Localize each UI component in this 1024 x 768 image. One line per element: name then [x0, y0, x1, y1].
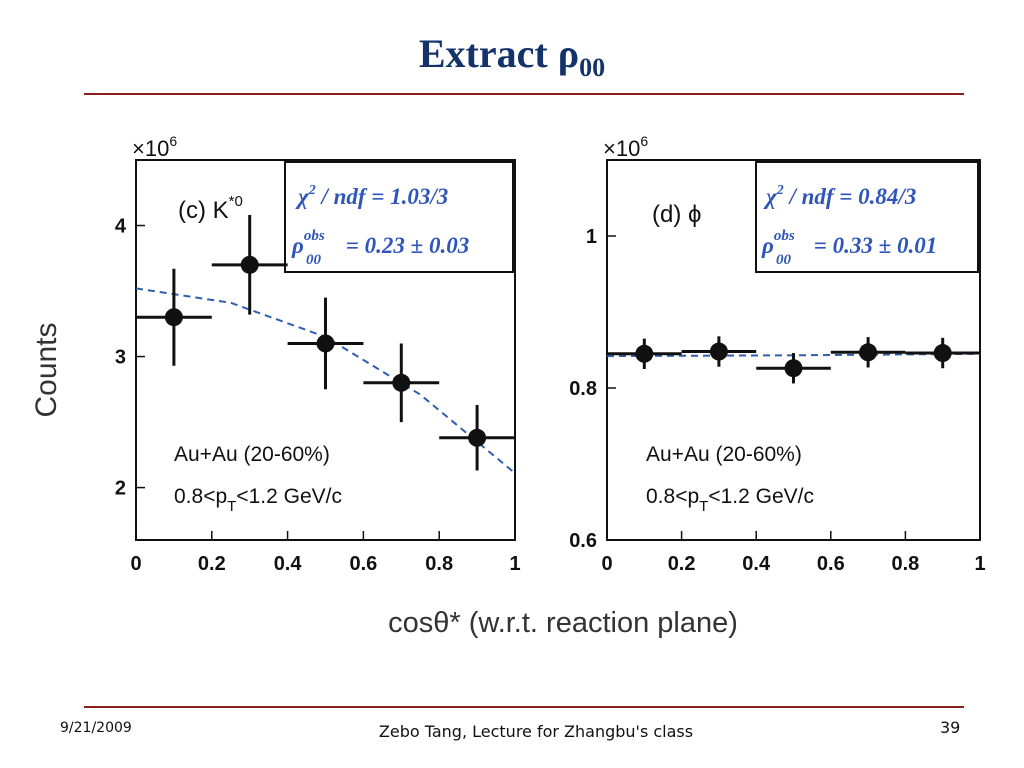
- y-tick-label-right: 0.8: [569, 378, 597, 400]
- annotation-box-left: χ2 / ndf = 1.03/3 ρobs 00 = 0.23 ± 0.03: [284, 161, 514, 273]
- x-tick-label-left: 1: [509, 553, 520, 575]
- slide-title-main: Extract ρ: [418, 31, 580, 76]
- slide-title: Extract ρ00: [0, 30, 1024, 83]
- plot-frame-right: [606, 159, 981, 541]
- x-tick-label-left: 0.8: [425, 553, 453, 575]
- y-axis-title: Counts: [30, 322, 63, 417]
- chi2-text-left: χ2 / ndf = 1.03/3: [295, 183, 448, 209]
- x-tick-label-right: 0.2: [668, 553, 696, 575]
- footer-text: Zebo Tang, Lecture for Zhangbu's class: [378, 722, 694, 741]
- data-point: [709, 342, 728, 361]
- chi2-text-right: χ2 / ndf = 0.84/3: [763, 183, 916, 209]
- y-tick-label-right: 0.6: [569, 530, 597, 552]
- data-point: [859, 343, 878, 362]
- scale-label-left: ×106: [132, 133, 177, 161]
- marks-right: 0 0.2 0.4 0.6 0.8 1 0.6 0.8 1: [569, 226, 985, 575]
- panel-label-left: (c) K*0: [178, 193, 243, 224]
- y-tick-label-left: 2: [115, 478, 126, 500]
- rho-text-right: ρobs 00 = 0.33 ± 0.01: [761, 228, 937, 268]
- panel-right: ×106 χ2 / ndf = 0.84/3 ρobs 00 = 0.33 ± 0…: [569, 133, 985, 575]
- title-rule: [84, 93, 964, 95]
- panel-left: ×106 χ2 / ndf = 1.03/3 ρobs 00 = 0.23 ± 0…: [115, 133, 521, 575]
- data-point: [784, 359, 803, 378]
- system-label-left: Au+Au (20-60%): [174, 443, 330, 466]
- slide-title-sub: 00: [579, 53, 606, 82]
- x-tick-label-right: 0: [601, 553, 612, 575]
- y-tick-label-left: 4: [115, 216, 127, 238]
- x-axis-title: cosθ* (w.r.t. reaction plane): [388, 607, 738, 639]
- pt-label-left: 0.8<pT<1.2 GeV/c: [174, 485, 342, 515]
- marks-left: 0 0.2 0.4 0.6 0.8 1 2 3 4: [115, 215, 521, 575]
- x-tick-label-right: 0.8: [891, 553, 919, 575]
- data-point: [635, 344, 654, 363]
- page-number: 39: [940, 718, 961, 737]
- annotation-box-right: χ2 / ndf = 0.84/3 ρobs 00 = 0.33 ± 0.01: [755, 161, 979, 273]
- data-point: [933, 344, 952, 363]
- system-label-right: Au+Au (20-60%): [646, 443, 802, 466]
- footer-rule: [84, 706, 964, 708]
- panel-label-right: (d) ϕ: [652, 201, 701, 228]
- data-point: [392, 373, 411, 392]
- x-tick-label-left: 0.6: [349, 553, 377, 575]
- data-point: [468, 428, 487, 447]
- y-tick-label-right: 1: [586, 226, 597, 248]
- x-tick-label-left: 0.2: [198, 553, 226, 575]
- plot-frame-left: [135, 159, 516, 541]
- x-tick-label-right: 0.4: [742, 553, 771, 575]
- pt-label-right: 0.8<pT<1.2 GeV/c: [646, 485, 814, 515]
- x-tick-label-left: 0.4: [274, 553, 303, 575]
- y-tick-label-left: 3: [115, 347, 126, 369]
- x-tick-label-right: 1: [974, 553, 985, 575]
- data-point: [164, 308, 183, 327]
- rho-text-left: ρobs 00 = 0.23 ± 0.03: [291, 228, 469, 268]
- data-point: [240, 255, 259, 274]
- data-point: [316, 334, 335, 353]
- x-tick-label-right: 0.6: [817, 553, 845, 575]
- scale-label-right: ×106: [603, 133, 648, 161]
- x-tick-label-left: 0: [130, 553, 141, 575]
- footer-date: 9/21/2009: [60, 720, 132, 736]
